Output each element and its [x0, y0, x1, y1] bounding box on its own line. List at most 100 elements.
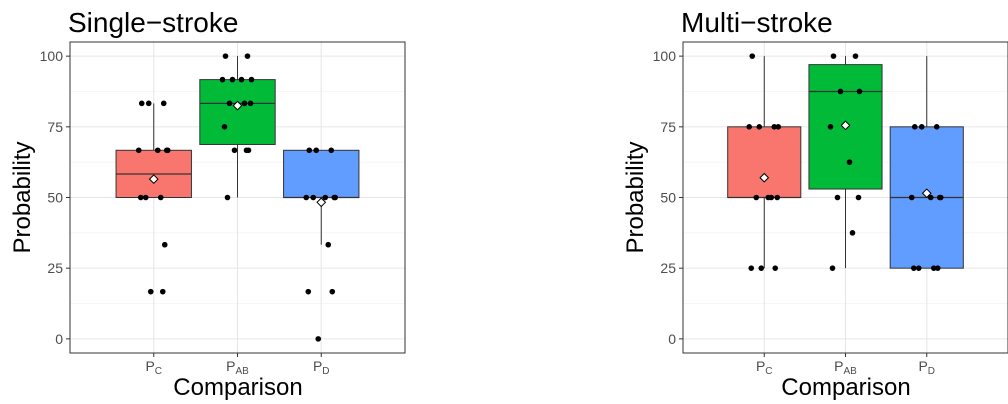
data-point	[310, 194, 317, 201]
data-point	[161, 241, 168, 248]
chart-title: Multi−stroke	[681, 7, 833, 38]
x-tick-label: PC	[145, 358, 162, 377]
data-point	[837, 88, 844, 95]
data-point	[241, 100, 248, 107]
y-axis-label: Probability	[622, 141, 649, 253]
data-point	[846, 159, 853, 165]
data-point	[934, 265, 941, 271]
x-tick-label-subscript: C	[155, 366, 162, 377]
data-point	[145, 100, 152, 107]
data-point	[756, 124, 763, 130]
data-point	[313, 147, 320, 154]
data-point	[331, 194, 338, 201]
x-axis-label: Comparison	[173, 374, 302, 401]
x-tick-label-base: P	[834, 358, 843, 374]
data-point	[222, 53, 229, 59]
data-point	[910, 265, 917, 271]
data-point	[306, 147, 313, 154]
y-tick-label: 25	[47, 260, 63, 276]
x-tick-label: PAB	[226, 358, 249, 377]
x-tick-label-subscript: AB	[844, 366, 858, 377]
data-point	[852, 53, 859, 59]
x-tick-label: PD	[918, 358, 935, 377]
data-point	[135, 147, 142, 154]
y-tick-label: 75	[660, 119, 676, 135]
y-tick-label: 100	[40, 48, 64, 64]
data-point	[248, 76, 255, 83]
data-point	[772, 265, 779, 271]
y-tick-label: 100	[653, 48, 677, 64]
data-point	[138, 100, 145, 107]
x-tick-label-subscript: C	[765, 366, 772, 377]
data-point	[238, 76, 245, 83]
x-tick-label-base: P	[226, 358, 235, 374]
mean-marker	[316, 197, 327, 208]
data-point	[224, 194, 231, 201]
mean-marker	[921, 188, 932, 199]
data-point	[746, 124, 753, 130]
data-point	[933, 124, 940, 130]
data-point	[226, 100, 233, 107]
x-tick-label: PC	[756, 358, 773, 377]
data-point	[160, 100, 167, 107]
data-point	[328, 147, 335, 154]
x-tick-label: PD	[313, 358, 330, 377]
data-point	[927, 194, 934, 201]
mean-marker	[840, 120, 851, 131]
data-point	[918, 124, 925, 130]
data-point	[774, 194, 781, 201]
data-point	[243, 147, 250, 154]
data-point	[303, 194, 310, 201]
data-point	[231, 147, 238, 154]
data-point	[753, 194, 760, 201]
data-point	[221, 124, 228, 130]
data-point	[305, 288, 312, 295]
data-point	[154, 147, 161, 154]
x-axis-label: Comparison	[781, 374, 910, 401]
data-point	[829, 265, 836, 271]
box	[199, 79, 276, 145]
data-point	[329, 288, 336, 295]
x-tick-label: PAB	[834, 358, 857, 377]
y-tick-label: 50	[660, 190, 676, 206]
data-point	[315, 336, 322, 342]
x-tick-label-subscript: D	[322, 366, 329, 377]
data-point	[915, 265, 922, 271]
data-point	[159, 288, 166, 295]
data-point	[322, 194, 329, 201]
data-point	[856, 88, 863, 95]
mean-marker	[232, 100, 243, 111]
mean-marker	[148, 174, 159, 185]
data-point	[325, 241, 332, 248]
data-point	[936, 194, 943, 201]
y-tick-label: 75	[47, 119, 63, 135]
x-tick-label-base: P	[145, 358, 154, 374]
data-point	[229, 76, 236, 83]
data-point	[827, 124, 834, 130]
data-point	[749, 53, 756, 59]
x-tick-label-subscript: D	[928, 366, 935, 377]
chart-title: Single−stroke	[68, 7, 238, 38]
data-point	[834, 194, 841, 201]
x-tick-label-base: P	[918, 358, 927, 374]
data-point	[247, 100, 254, 107]
data-point	[771, 124, 778, 130]
y-tick-label: 0	[668, 331, 676, 347]
data-point	[142, 194, 149, 201]
x-tick-label-base: P	[313, 358, 322, 374]
data-point	[219, 76, 226, 83]
data-point	[758, 265, 765, 271]
data-point	[775, 124, 782, 130]
y-tick-label: 0	[55, 331, 63, 347]
y-axis-label: Probability	[9, 141, 36, 253]
mean-marker	[759, 172, 770, 183]
data-point	[908, 194, 915, 201]
data-point	[157, 194, 164, 201]
data-point	[147, 288, 154, 295]
data-point	[244, 53, 251, 59]
data-point	[849, 230, 856, 236]
data-point	[855, 194, 862, 201]
